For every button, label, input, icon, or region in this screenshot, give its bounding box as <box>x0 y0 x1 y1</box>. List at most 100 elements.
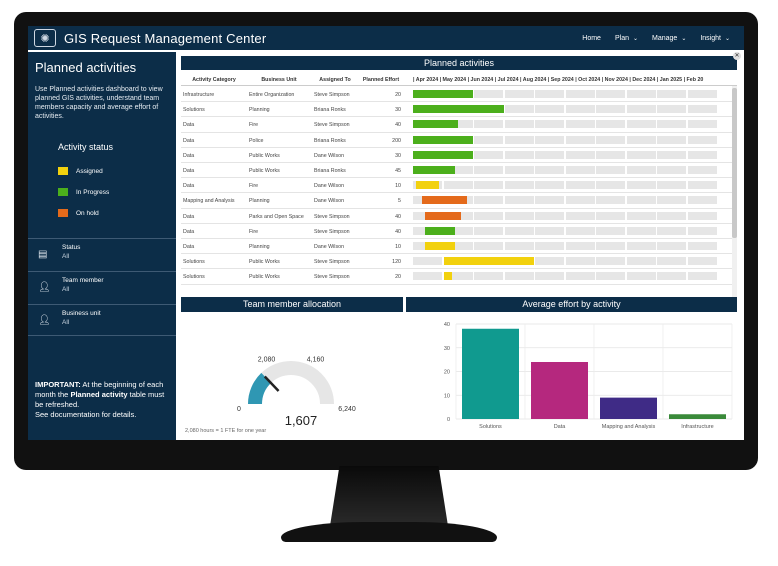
bar[interactable] <box>531 362 588 419</box>
timeline-cell <box>474 211 503 220</box>
gauge-value: 1,607 <box>285 413 318 428</box>
table-row[interactable]: Solutions Public Works Steve Simpson 120 <box>181 254 737 270</box>
bar[interactable] <box>462 328 519 419</box>
timeline-cell <box>596 257 625 266</box>
col-assigned-to[interactable]: Assigned To <box>319 77 351 83</box>
table-row[interactable]: Data Public Works Dane Wilson 30 <box>181 148 737 163</box>
table-row[interactable]: Data Parks and Open Space Steve Simpson 40 <box>181 209 737 224</box>
timeline-cell <box>443 226 473 235</box>
cell-planned-effort: 10 <box>395 183 401 190</box>
timeline-cell <box>565 211 595 220</box>
team-allocation-header: Team member allocation <box>181 297 403 312</box>
timeline-cell <box>687 181 717 190</box>
timeline-cell <box>504 211 534 220</box>
activity-timeline-bar[interactable] <box>425 226 455 235</box>
y-tick-label: 10 <box>444 393 450 399</box>
nav-plan[interactable]: Plan ⌄ <box>615 35 638 42</box>
bar[interactable] <box>669 414 726 419</box>
monitor-bezel: ✺ GIS Request Management Center Home Pla… <box>14 12 758 470</box>
cell-assigned-to: Dane Wilson <box>314 244 345 250</box>
cell-planned-effort: 40 <box>395 122 401 129</box>
timeline-cell <box>657 242 686 250</box>
activity-timeline-bar[interactable] <box>416 181 440 190</box>
timeline-cell <box>504 150 534 159</box>
col-planned-effort[interactable]: Planned Effort <box>362 77 400 83</box>
cell-activity-category: Solutions <box>183 259 205 266</box>
timeline-cell <box>504 242 534 250</box>
table-row[interactable]: Data Planning Dane Wilson 10 <box>181 239 737 255</box>
screen: ✺ GIS Request Management Center Home Pla… <box>28 26 744 440</box>
timeline-cell <box>535 105 564 114</box>
cell-assigned-to: Steve Simpson <box>314 274 350 281</box>
timeline-cell <box>626 211 656 220</box>
filter-value: All <box>62 319 70 326</box>
timeline-cell <box>626 196 656 205</box>
table-row[interactable]: Data Fire Dane Wilson 10 <box>181 178 737 194</box>
person-icon: 👤︎ <box>38 315 51 326</box>
filter-label: Team member <box>62 277 104 284</box>
timeline-cell <box>626 166 656 174</box>
timeline-cell <box>657 120 686 129</box>
app-title: GIS Request Management Center <box>64 30 267 46</box>
activity-timeline-bar[interactable] <box>422 196 467 205</box>
cell-business-unit: Police <box>249 137 264 144</box>
timeline-cell <box>443 120 473 129</box>
close-icon[interactable]: ✕ <box>733 52 741 60</box>
x-tick-label: Infrastructure <box>681 424 713 430</box>
nav-home-label: Home <box>582 34 601 42</box>
timeline-cell <box>657 181 686 190</box>
filter-business-unit[interactable]: 👤︎ Business unit All <box>28 304 176 336</box>
cell-assigned-to: Steve Simpson <box>314 259 350 266</box>
timeline-cell <box>657 150 686 159</box>
timeline-cell <box>413 272 442 281</box>
filter-status[interactable]: ▤ Status All <box>28 238 176 270</box>
table-scroll-thumb[interactable] <box>732 88 737 238</box>
table-row[interactable]: Solutions Public Works Steve Simpson 20 <box>181 269 737 285</box>
col-activity-category[interactable]: Activity Category <box>192 77 236 83</box>
nav-home[interactable]: Home <box>582 35 601 42</box>
bar[interactable] <box>600 397 657 419</box>
cell-activity-category: Data <box>183 137 195 144</box>
cell-activity-category: Solutions <box>183 274 205 281</box>
table-row[interactable]: Data Police Briana Ronks 200 <box>181 133 737 148</box>
activity-timeline-bar[interactable] <box>413 150 473 159</box>
chevron-down-icon: ⌄ <box>724 35 730 42</box>
planned-activities-header: Planned activities <box>181 56 737 70</box>
nav-insight[interactable]: Insight ⌄ <box>700 35 730 42</box>
cell-activity-category: Data <box>183 183 195 190</box>
table-row[interactable]: Data Fire Steve Simpson 40 <box>181 224 737 239</box>
timeline-cell <box>657 272 686 281</box>
activity-timeline-bar[interactable] <box>413 120 458 129</box>
timeline-cell <box>504 272 534 281</box>
nav-manage[interactable]: Manage ⌄ <box>652 35 686 42</box>
timeline-cell <box>504 226 534 235</box>
table-row[interactable]: Solutions Planning Briana Ronks 30 <box>181 102 737 118</box>
globe-network-icon[interactable]: ✺ <box>34 29 56 47</box>
timeline-cell <box>687 135 717 144</box>
activity-timeline-bar[interactable] <box>443 272 452 281</box>
cell-assigned-to: Steve Simpson <box>314 213 350 220</box>
filter-team-member[interactable]: 👤︎ Team member All <box>28 271 176 303</box>
activity-timeline-bar[interactable] <box>413 135 473 144</box>
table-row[interactable]: Mapping and Analysis Planning Dane Wilson 5 <box>181 193 737 209</box>
cell-activity-category: Data <box>183 228 195 235</box>
activity-timeline-bar[interactable] <box>443 257 534 266</box>
activity-timeline-bar[interactable] <box>425 211 461 220</box>
timeline-cell <box>474 120 503 129</box>
timeline-cell <box>687 226 717 235</box>
table-row[interactable]: Infrastructure Entire Organization Steve S… <box>181 87 737 103</box>
filter-text: Business unit All <box>62 309 101 327</box>
x-tick-label: Solutions <box>479 424 502 430</box>
activity-timeline-bar[interactable] <box>413 105 504 114</box>
cell-assigned-to: Steve Simpson <box>314 92 350 98</box>
activity-timeline-bar[interactable] <box>413 166 455 174</box>
timeline-cell <box>474 90 503 98</box>
timeline-cell <box>474 226 503 235</box>
table-row[interactable]: Data Fire Steve Simpson 40 <box>181 117 737 133</box>
y-tick-label: 20 <box>444 370 450 376</box>
table-row[interactable]: Data Public Works Briana Ronks 45 <box>181 163 737 179</box>
activity-timeline-bar[interactable] <box>425 242 455 250</box>
activity-timeline-bar[interactable] <box>413 90 473 98</box>
cell-business-unit: Planning <box>249 107 270 114</box>
col-business-unit[interactable]: Business Unit <box>261 77 297 83</box>
